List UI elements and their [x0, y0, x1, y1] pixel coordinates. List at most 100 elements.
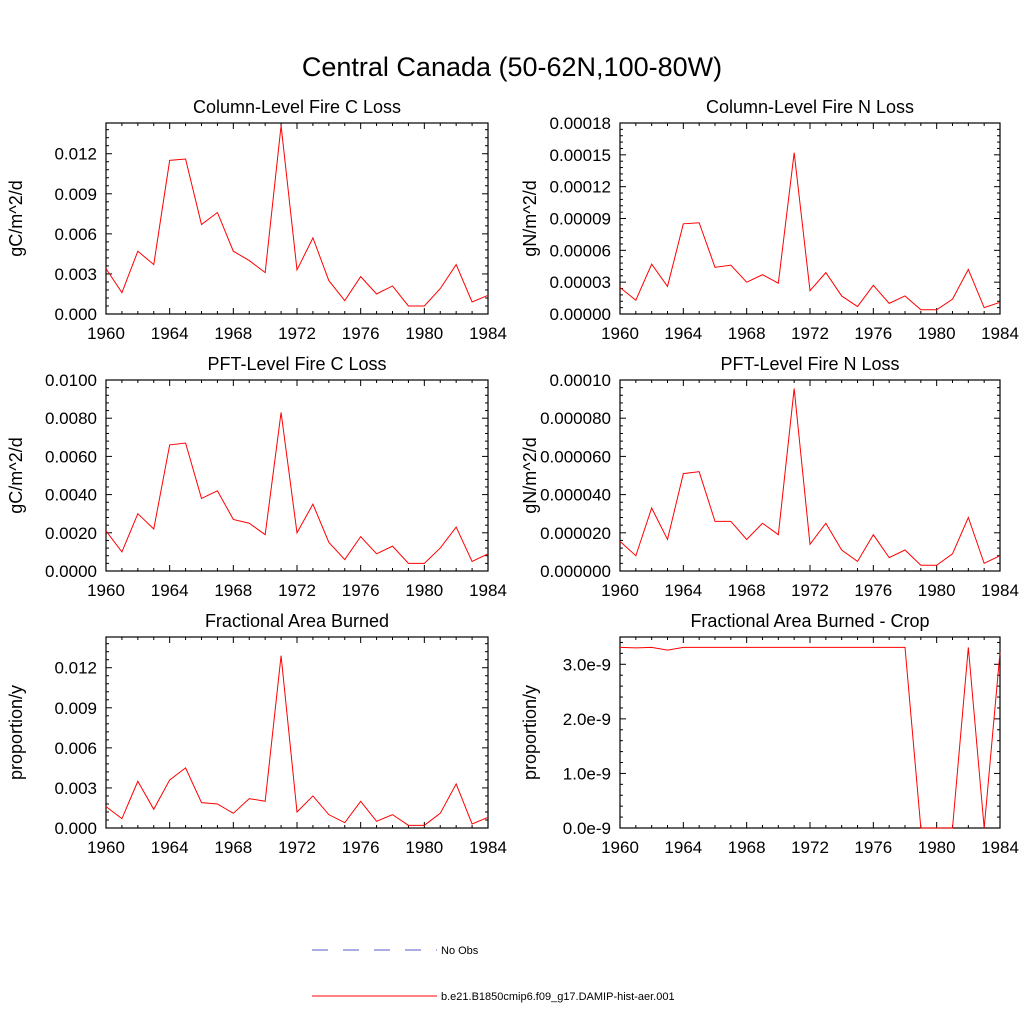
x-tick-label: 1980: [918, 324, 956, 343]
y-tick-label: 1.0e-9: [563, 764, 611, 783]
plot-frame: [619, 122, 1001, 315]
y-tick-label: 0.00018: [550, 114, 611, 133]
y-axis-label: proportion/y: [520, 685, 540, 780]
y-tick-label: 0.000000: [540, 562, 611, 581]
y-tick-label: 0.00010: [550, 371, 611, 390]
series-line: [619, 388, 1001, 566]
x-tick-label: 1960: [87, 838, 125, 857]
x-tick-label: 1980: [405, 581, 443, 600]
x-tick-label: 1972: [791, 324, 829, 343]
plot-frame: [105, 122, 489, 315]
panel-3: PFT-Level Fire C Loss gC/m^2/d 1960 1964 196…: [6, 354, 507, 600]
legend: No Obs b.e21.B1850cmip6.f09_g17.DAMIP-his…: [312, 945, 675, 1003]
x-tick-label: 1976: [854, 324, 892, 343]
panel-2: Column-Level Fire N Loss gN/m^2/d 1960 1964…: [520, 97, 1019, 343]
panel-4: PFT-Level Fire N Loss gN/m^2/d 1960 1964 196…: [520, 354, 1019, 600]
x-tick-label: 1972: [278, 581, 316, 600]
y-tick-label: 0.0e-9: [563, 819, 611, 838]
y-tick-label: 0.003: [54, 779, 97, 798]
plot-frame: [105, 379, 489, 572]
plot-frame: [619, 636, 1001, 829]
x-tick-label: 1968: [214, 324, 252, 343]
x-tick-label: 1964: [151, 581, 189, 600]
y-tick-label: 0.0060: [45, 447, 97, 466]
x-tick-label: 1980: [405, 324, 443, 343]
series-line: [105, 125, 489, 307]
x-tick-label: 1968: [214, 838, 252, 857]
y-tick-label: 0.009: [54, 699, 97, 718]
x-tick-label: 1960: [601, 581, 639, 600]
y-tick-label: 0.000040: [540, 486, 611, 505]
panel-title: Fractional Area Burned - Crop: [690, 611, 929, 631]
y-axis-label: proportion/y: [6, 685, 26, 780]
y-axis-label: gN/m^2/d: [520, 180, 540, 256]
panels: Column-Level Fire C Loss gC/m^2/d 1960 1964…: [6, 97, 1019, 857]
y-tick-label: 0.0040: [45, 486, 97, 505]
x-tick-label: 1972: [278, 324, 316, 343]
x-tick-label: 1972: [278, 838, 316, 857]
x-tick-label: 1972: [791, 581, 829, 600]
y-tick-label: 0.0100: [45, 371, 97, 390]
x-tick-label: 1968: [728, 581, 766, 600]
y-tick-label: 0.00003: [550, 273, 611, 292]
y-tick-label: 0.00015: [550, 146, 611, 165]
x-tick-label: 1964: [664, 838, 702, 857]
x-tick-label: 1972: [791, 838, 829, 857]
x-tick-label: 1968: [728, 324, 766, 343]
panel-title: Column-Level Fire N Loss: [706, 97, 914, 117]
x-tick-label: 1976: [342, 838, 380, 857]
series-line: [105, 655, 489, 826]
y-tick-label: 0.000080: [540, 409, 611, 428]
y-tick-label: 0.0020: [45, 524, 97, 543]
y-axis-label: gC/m^2/d: [6, 180, 26, 256]
legend-label: No Obs: [441, 945, 479, 957]
panel-title: Column-Level Fire C Loss: [193, 97, 401, 117]
x-tick-label: 1984: [981, 838, 1019, 857]
x-tick-label: 1976: [854, 581, 892, 600]
x-tick-label: 1968: [728, 838, 766, 857]
x-tick-label: 1960: [87, 324, 125, 343]
x-tick-label: 1968: [214, 581, 252, 600]
x-tick-label: 1964: [664, 324, 702, 343]
y-tick-label: 0.012: [54, 145, 97, 164]
x-tick-label: 1984: [981, 581, 1019, 600]
x-tick-label: 1964: [151, 838, 189, 857]
series-line: [619, 646, 1001, 829]
y-tick-label: 0.000: [54, 305, 97, 324]
y-tick-label: 0.00000: [550, 305, 611, 324]
x-tick-label: 1960: [87, 581, 125, 600]
x-tick-label: 1984: [981, 324, 1019, 343]
x-tick-label: 1964: [151, 324, 189, 343]
x-tick-label: 1976: [342, 324, 380, 343]
y-tick-label: 0.009: [54, 185, 97, 204]
y-tick-label: 0.000060: [540, 447, 611, 466]
y-axis-label: gN/m^2/d: [520, 437, 540, 513]
panel-title: PFT-Level Fire C Loss: [207, 354, 386, 374]
y-tick-label: 0.006: [54, 739, 97, 758]
panel-6: Fractional Area Burned - Crop proportion/…: [520, 611, 1019, 857]
x-tick-label: 1976: [342, 581, 380, 600]
x-tick-label: 1984: [469, 838, 507, 857]
y-tick-label: 0.0000: [45, 562, 97, 581]
x-tick-label: 1960: [601, 838, 639, 857]
panel-5: Fractional Area Burned proportion/y 1960 19…: [6, 611, 507, 857]
y-tick-label: 0.006: [54, 225, 97, 244]
panel-1: Column-Level Fire C Loss gC/m^2/d 1960 1964…: [6, 97, 507, 343]
y-tick-label: 0.00006: [550, 241, 611, 260]
x-tick-label: 1980: [918, 581, 956, 600]
y-tick-label: 2.0e-9: [563, 710, 611, 729]
y-tick-label: 0.00009: [550, 210, 611, 229]
y-tick-label: 0.000: [54, 819, 97, 838]
y-tick-label: 0.00012: [550, 178, 611, 197]
x-tick-label: 1984: [469, 581, 507, 600]
figure-title: Central Canada (50-62N,100-80W): [302, 52, 722, 82]
y-tick-label: 0.000020: [540, 524, 611, 543]
x-tick-label: 1976: [854, 838, 892, 857]
panel-title: PFT-Level Fire N Loss: [720, 354, 899, 374]
plot-frame: [105, 636, 489, 829]
series-line: [105, 412, 489, 564]
x-tick-label: 1964: [664, 581, 702, 600]
y-axis-label: gC/m^2/d: [6, 437, 26, 513]
y-tick-label: 0.003: [54, 265, 97, 284]
